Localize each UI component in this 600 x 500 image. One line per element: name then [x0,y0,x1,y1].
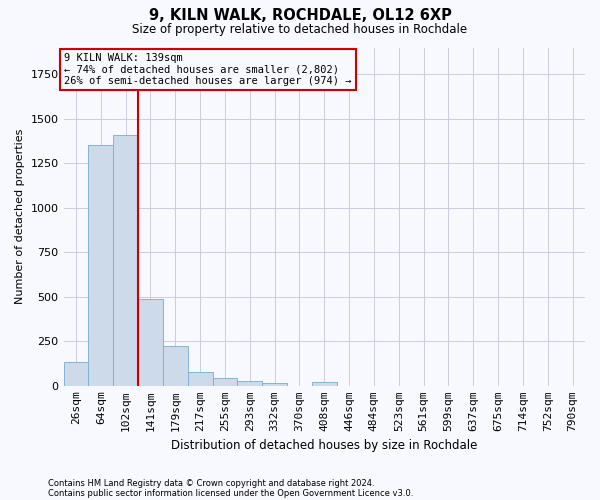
Bar [262,383,287,386]
Bar [88,146,113,386]
Bar [312,382,337,386]
Bar [188,372,212,386]
Text: Contains HM Land Registry data © Crown copyright and database right 2024.: Contains HM Land Registry data © Crown c… [48,478,374,488]
Bar [113,134,138,386]
Text: Contains public sector information licensed under the Open Government Licence v3: Contains public sector information licen… [48,488,413,498]
Text: 9, KILN WALK, ROCHDALE, OL12 6XP: 9, KILN WALK, ROCHDALE, OL12 6XP [149,8,451,22]
Bar [64,362,88,386]
X-axis label: Distribution of detached houses by size in Rochdale: Distribution of detached houses by size … [171,440,478,452]
Text: 9 KILN WALK: 139sqm
← 74% of detached houses are smaller (2,802)
26% of semi-det: 9 KILN WALK: 139sqm ← 74% of detached ho… [64,53,352,86]
Y-axis label: Number of detached properties: Number of detached properties [15,129,25,304]
Bar [238,381,262,386]
Bar [138,298,163,386]
Text: Size of property relative to detached houses in Rochdale: Size of property relative to detached ho… [133,22,467,36]
Bar [212,378,238,386]
Bar [163,346,188,386]
